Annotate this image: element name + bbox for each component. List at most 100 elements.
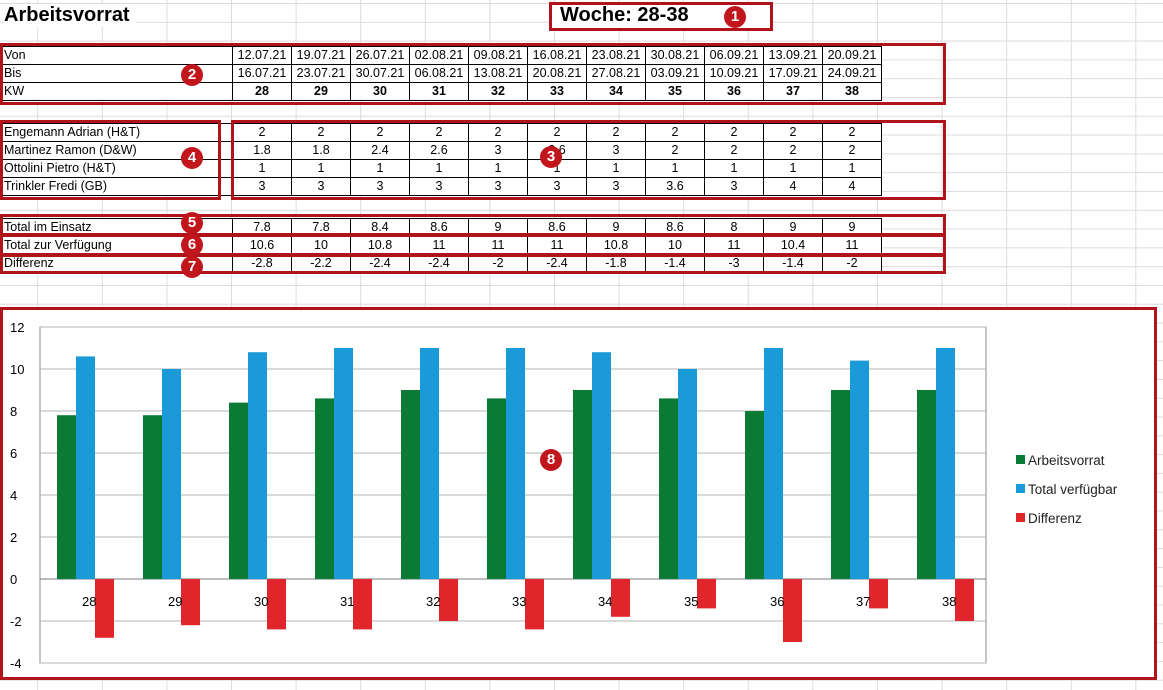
- cell[interactable]: 23.07.21: [291, 64, 351, 83]
- cell[interactable]: 34: [586, 82, 646, 101]
- cell[interactable]: 16.08.21: [527, 46, 587, 65]
- cell[interactable]: 38: [822, 82, 882, 101]
- cell[interactable]: 3: [527, 177, 587, 196]
- cell[interactable]: 9: [822, 218, 882, 237]
- cell[interactable]: -2.4: [409, 254, 469, 273]
- cell[interactable]: 26.07.21: [350, 46, 410, 65]
- cell[interactable]: 11: [409, 236, 469, 255]
- cell[interactable]: 13.08.21: [468, 64, 528, 83]
- cell[interactable]: 3: [704, 177, 764, 196]
- cell[interactable]: 1.8: [232, 141, 292, 160]
- cell[interactable]: 1.8: [291, 141, 351, 160]
- cell[interactable]: 1: [468, 159, 528, 178]
- cell[interactable]: 30: [350, 82, 410, 101]
- cell[interactable]: 8: [704, 218, 764, 237]
- cell[interactable]: 24.09.21: [822, 64, 882, 83]
- cell[interactable]: 1: [704, 159, 764, 178]
- cell[interactable]: 10.8: [350, 236, 410, 255]
- cell[interactable]: 2: [704, 123, 764, 142]
- cell[interactable]: 11: [527, 236, 587, 255]
- cell[interactable]: 30.07.21: [350, 64, 410, 83]
- cell[interactable]: 09.08.21: [468, 46, 528, 65]
- cell[interactable]: 10: [291, 236, 351, 255]
- cell[interactable]: 4: [763, 177, 823, 196]
- cell[interactable]: 31: [409, 82, 469, 101]
- cell[interactable]: 9: [586, 218, 646, 237]
- cell[interactable]: 2: [291, 123, 351, 142]
- cell[interactable]: 2: [468, 123, 528, 142]
- cell[interactable]: -1.8: [586, 254, 646, 273]
- cell[interactable]: 10.8: [586, 236, 646, 255]
- cell[interactable]: 30.08.21: [645, 46, 705, 65]
- cell[interactable]: 2: [822, 141, 882, 160]
- cell[interactable]: 02.08.21: [409, 46, 469, 65]
- cell[interactable]: 3: [468, 177, 528, 196]
- cell[interactable]: 3: [291, 177, 351, 196]
- row-label[interactable]: Von: [0, 46, 233, 65]
- cell[interactable]: 1: [586, 159, 646, 178]
- cell[interactable]: 9: [763, 218, 823, 237]
- cell[interactable]: 9: [468, 218, 528, 237]
- cell[interactable]: 8.6: [527, 218, 587, 237]
- cell[interactable]: 1: [645, 159, 705, 178]
- cell[interactable]: 16.07.21: [232, 64, 292, 83]
- cell[interactable]: -1.4: [645, 254, 705, 273]
- cell[interactable]: 2: [586, 123, 646, 142]
- cell[interactable]: 8.6: [645, 218, 705, 237]
- cell[interactable]: 36: [704, 82, 764, 101]
- cell[interactable]: 32: [468, 82, 528, 101]
- cell[interactable]: 2: [763, 123, 823, 142]
- cell[interactable]: 29: [291, 82, 351, 101]
- cell[interactable]: 03.09.21: [645, 64, 705, 83]
- cell[interactable]: -2.4: [350, 254, 410, 273]
- cell[interactable]: 7.8: [232, 218, 292, 237]
- cell[interactable]: 8.6: [409, 218, 469, 237]
- cell[interactable]: 2: [645, 141, 705, 160]
- cell[interactable]: 3: [468, 141, 528, 160]
- cell[interactable]: 3: [350, 177, 410, 196]
- cell[interactable]: 33: [527, 82, 587, 101]
- cell[interactable]: 20.08.21: [527, 64, 587, 83]
- cell[interactable]: 35: [645, 82, 705, 101]
- cell[interactable]: 2: [409, 123, 469, 142]
- row-label[interactable]: KW: [0, 82, 233, 101]
- cell[interactable]: 1: [291, 159, 351, 178]
- cell[interactable]: 12.07.21: [232, 46, 292, 65]
- cell[interactable]: 3: [586, 141, 646, 160]
- cell[interactable]: 2: [645, 123, 705, 142]
- cell[interactable]: 1: [822, 159, 882, 178]
- cell[interactable]: 1: [232, 159, 292, 178]
- cell[interactable]: -2.8: [232, 254, 292, 273]
- cell[interactable]: 17.09.21: [763, 64, 823, 83]
- cell[interactable]: 3: [232, 177, 292, 196]
- cell[interactable]: 06.08.21: [409, 64, 469, 83]
- cell[interactable]: 2.4: [350, 141, 410, 160]
- cell[interactable]: 2: [822, 123, 882, 142]
- cell[interactable]: -2: [468, 254, 528, 273]
- cell[interactable]: 2: [763, 141, 823, 160]
- cell[interactable]: 19.07.21: [291, 46, 351, 65]
- cell[interactable]: 10.09.21: [704, 64, 764, 83]
- cell[interactable]: 7.8: [291, 218, 351, 237]
- cell[interactable]: 2: [232, 123, 292, 142]
- cell[interactable]: -1.4: [763, 254, 823, 273]
- cell[interactable]: 4: [822, 177, 882, 196]
- staff-name[interactable]: Trinkler Fredi (GB): [0, 177, 233, 196]
- cell[interactable]: 1: [763, 159, 823, 178]
- cell[interactable]: 1: [409, 159, 469, 178]
- cell[interactable]: 11: [822, 236, 882, 255]
- cell[interactable]: 20.09.21: [822, 46, 882, 65]
- cell[interactable]: 3.6: [645, 177, 705, 196]
- cell[interactable]: 06.09.21: [704, 46, 764, 65]
- cell[interactable]: -2: [822, 254, 882, 273]
- chart-container[interactable]: 12 10 8 6 4 2 0 -2 -4 28 29 30 31 32 33 34 35 36 37 38 Arbei…: [0, 307, 1157, 680]
- cell[interactable]: 2.6: [409, 141, 469, 160]
- cell[interactable]: 28: [232, 82, 292, 101]
- cell[interactable]: 11: [468, 236, 528, 255]
- cell[interactable]: -2.4: [527, 254, 587, 273]
- staff-name[interactable]: Engemann Adrian (H&T): [0, 123, 233, 142]
- cell[interactable]: 10.4: [763, 236, 823, 255]
- cell[interactable]: 10: [645, 236, 705, 255]
- cell[interactable]: 2: [704, 141, 764, 160]
- cell[interactable]: 23.08.21: [586, 46, 646, 65]
